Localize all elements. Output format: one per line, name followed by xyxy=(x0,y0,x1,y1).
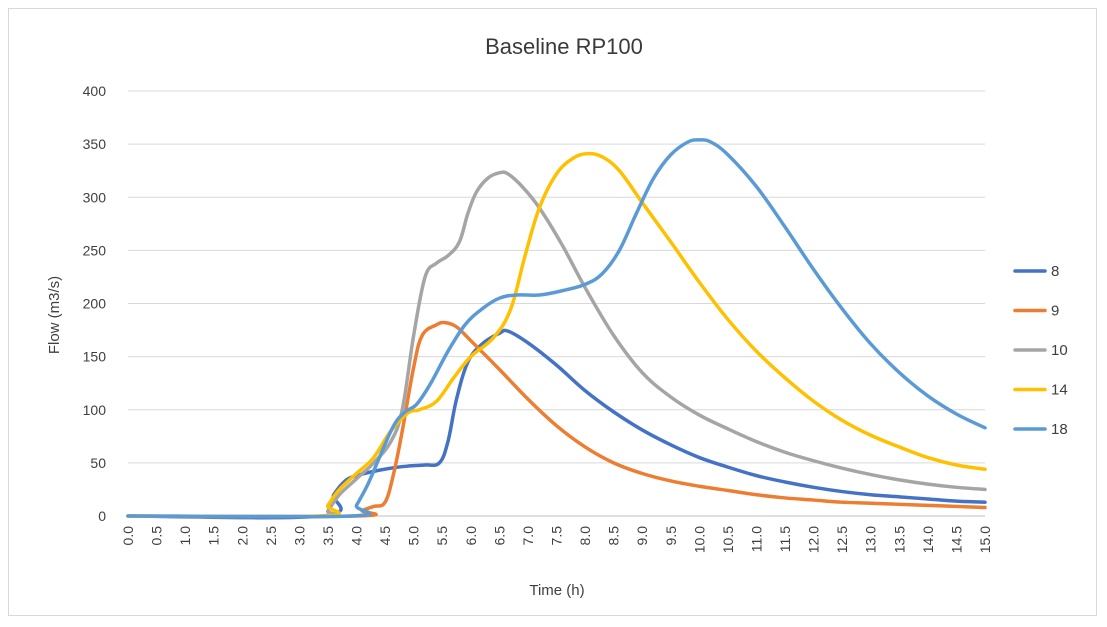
x-tick-label: 11.0 xyxy=(748,526,764,552)
series-line-9 xyxy=(126,320,987,519)
series-line-18 xyxy=(126,138,987,519)
series-line-14 xyxy=(126,151,987,519)
y-tick-label: 250 xyxy=(83,242,107,258)
x-tick-label: 6.0 xyxy=(463,526,479,546)
x-tick-label: 6.5 xyxy=(491,526,507,546)
x-tick-label: 1.0 xyxy=(177,526,193,546)
chart-frame: Baseline RP100 0 50 100 150 200 250 300 350 400 … xyxy=(8,8,1097,616)
legend-label-14: 14 xyxy=(1051,382,1068,399)
y-tick-label: 150 xyxy=(83,349,107,365)
legend-label-9: 9 xyxy=(1051,303,1059,320)
x-tick-label: 2.5 xyxy=(263,526,279,546)
gridlines xyxy=(128,90,985,517)
legend-label-10: 10 xyxy=(1051,342,1068,359)
x-tick-label: 0.5 xyxy=(149,526,165,546)
x-tick-label: 1.5 xyxy=(206,526,222,546)
series-lines xyxy=(126,138,987,520)
y-tick-label: 400 xyxy=(83,83,107,99)
x-tick-label: 5.5 xyxy=(434,526,450,546)
legend: 8 9 10 14 18 xyxy=(1013,263,1068,438)
x-tick-label: 3.5 xyxy=(320,526,336,546)
series-line-10 xyxy=(126,170,987,519)
y-axis-ticks: 0 50 100 150 200 250 300 350 400 xyxy=(83,83,107,524)
x-tick-label: 9.5 xyxy=(663,526,679,546)
chart-title: Baseline RP100 xyxy=(485,34,643,59)
y-axis-title: Flow (m3/s) xyxy=(46,276,63,354)
x-tick-label: 8.5 xyxy=(606,526,622,546)
x-tick-label: 4.5 xyxy=(377,526,393,546)
x-tick-label: 8.0 xyxy=(577,526,593,546)
y-tick-label: 0 xyxy=(98,508,106,524)
x-tick-label: 10.5 xyxy=(720,526,736,553)
y-tick-label: 200 xyxy=(83,296,107,312)
x-tick-label: 3.0 xyxy=(291,526,307,546)
series-line-8 xyxy=(126,328,987,520)
x-axis-title: Time (h) xyxy=(529,582,584,599)
x-tick-label: 12.0 xyxy=(806,526,822,553)
x-tick-label: 7.5 xyxy=(549,526,565,546)
x-tick-label: 13.0 xyxy=(863,526,879,553)
legend-label-8: 8 xyxy=(1051,263,1059,280)
y-tick-label: 50 xyxy=(90,455,106,471)
x-tick-label: 7.0 xyxy=(520,526,536,546)
x-tick-label: 2.0 xyxy=(234,526,250,546)
y-tick-label: 100 xyxy=(83,402,107,418)
y-tick-label: 300 xyxy=(83,189,107,205)
x-tick-label: 5.0 xyxy=(406,526,422,546)
x-tick-label: 10.0 xyxy=(691,526,707,553)
x-tick-label: 0.0 xyxy=(120,526,136,546)
x-axis-ticks: 0.0 0.5 1.0 1.5 2.0 2.5 3.0 3.5 4.0 4.5 5.0 5.5 6.0 6… xyxy=(120,526,993,553)
x-tick-label: 15.0 xyxy=(977,526,993,553)
x-tick-label: 9.0 xyxy=(634,526,650,546)
y-tick-label: 350 xyxy=(83,136,107,152)
x-tick-label: 13.5 xyxy=(891,526,907,553)
legend-label-18: 18 xyxy=(1051,421,1068,438)
x-tick-label: 4.0 xyxy=(349,526,365,546)
x-tick-label: 11.5 xyxy=(777,526,793,552)
x-tick-label: 14.0 xyxy=(920,526,936,553)
chart-canvas: Baseline RP100 050100150200250300350400 … xyxy=(46,34,1068,599)
x-tick-label: 12.5 xyxy=(834,526,850,553)
x-tick-label: 14.5 xyxy=(948,526,964,553)
